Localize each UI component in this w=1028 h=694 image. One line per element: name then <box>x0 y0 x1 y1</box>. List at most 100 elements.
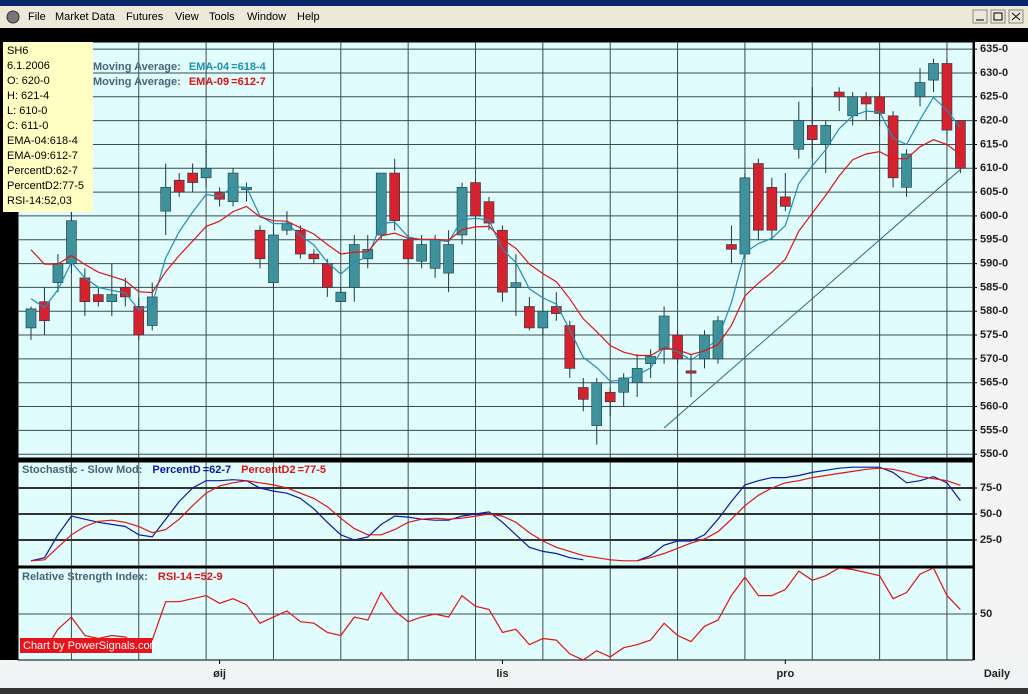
y-tick-label: 560-0 <box>980 400 1008 412</box>
y-tick-label: 50 <box>980 608 992 620</box>
candle-body <box>429 239 441 269</box>
info-line: C: 611-0 <box>7 120 48 132</box>
candle-body <box>604 391 616 403</box>
candle-body <box>187 172 198 183</box>
candle-body <box>402 239 414 260</box>
y-tick-label: 25-0 <box>980 534 1002 546</box>
menu-item[interactable]: Window <box>247 11 286 23</box>
x-tick-label: øij <box>213 668 226 680</box>
series-line <box>30 466 961 562</box>
candle-body <box>295 229 306 255</box>
y-tick-label: 75-0 <box>980 482 1002 494</box>
candle-body <box>510 282 522 288</box>
chart-frame <box>0 28 1028 42</box>
menu-item[interactable]: File <box>28 11 46 23</box>
series-line <box>30 467 961 562</box>
y-tick-label: 550-0 <box>980 448 1008 460</box>
info-line: PercentD2:77-5 <box>7 180 84 192</box>
legend-series-name: PercentD <box>152 464 200 476</box>
candle-body <box>901 153 912 188</box>
legend-series-value: =52-9 <box>194 571 222 583</box>
candle-body <box>254 229 266 260</box>
candle-body <box>25 308 37 329</box>
plot-area <box>30 466 961 562</box>
info-box: SH6 6.1.2006 O: 620-0 H: 621-4 L: 610-0 C: 61… <box>3 42 93 212</box>
candle-body <box>456 187 468 236</box>
title-bar <box>0 0 1028 6</box>
minimize-button[interactable] <box>972 9 988 24</box>
candle-body <box>726 244 737 250</box>
legend-series-name: EMA-09 <box>189 76 229 88</box>
candle-body <box>146 296 158 326</box>
candle-body <box>658 315 670 350</box>
window-button-glyphs <box>976 12 1021 21</box>
menu-item[interactable]: Tools <box>209 11 235 23</box>
candle-body <box>914 82 926 98</box>
y-tick-label: 590-0 <box>980 257 1008 269</box>
menu-item[interactable]: Help <box>297 11 320 23</box>
candle-body <box>955 120 966 169</box>
info-line: L: 610-0 <box>7 105 47 117</box>
candle-body <box>753 163 764 231</box>
candle-body <box>564 325 576 369</box>
y-tick-label: 595-0 <box>980 234 1008 246</box>
legend-series-value: =62-7 <box>203 464 231 476</box>
x-tick-label: lis <box>496 668 508 680</box>
candle-body <box>497 229 508 293</box>
menu-bar <box>0 6 1028 28</box>
y-tick-label: 555-0 <box>980 424 1008 436</box>
price-axis-bg <box>975 42 1028 660</box>
candle-body <box>874 96 885 114</box>
legend-title: Stochastic - Slow Mod: <box>22 464 142 476</box>
candle-body <box>685 370 697 374</box>
candle-body <box>806 125 818 140</box>
series-line <box>30 568 961 660</box>
restore-button[interactable] <box>990 9 1006 24</box>
watermark-bg <box>20 638 152 653</box>
candle-body <box>672 334 683 360</box>
y-tick-label: 625-0 <box>980 91 1008 103</box>
candle-body <box>699 334 710 360</box>
candle-body <box>941 63 953 131</box>
candle-body <box>739 177 751 255</box>
candle-body <box>200 167 212 179</box>
candle-body <box>93 294 104 303</box>
candle-body <box>362 248 374 260</box>
x-tick-label: pro <box>776 668 794 680</box>
y-tick-label: 575-0 <box>980 329 1008 341</box>
candle-body <box>537 310 549 329</box>
menu-item[interactable]: Market Data <box>55 11 116 23</box>
legend: Moving Average: EMA-04 =618-4 <box>93 61 267 73</box>
info-line: H: 621-4 <box>7 90 49 102</box>
y-tick-label: 605-0 <box>980 186 1008 198</box>
candle-body <box>375 172 387 236</box>
legend-series-name: EMA-04 <box>189 61 230 73</box>
candle-body <box>551 306 562 314</box>
menu-item[interactable]: View <box>175 11 199 23</box>
legend-series-value: =77-5 <box>298 464 326 476</box>
legend-series-value: =618-4 <box>231 61 266 73</box>
legend-series-name: RSI-14 <box>158 571 193 583</box>
candle-body <box>443 244 454 274</box>
candle-body <box>793 120 805 150</box>
y-tick-label: 570-0 <box>980 353 1008 365</box>
candle-body <box>618 377 629 393</box>
legend-series-name: PercentD2 <box>241 464 295 476</box>
legend-title: Moving Average: <box>93 76 181 88</box>
candle-body <box>322 263 333 288</box>
y-tick-label: 610-0 <box>980 162 1008 174</box>
app-icon[interactable] <box>6 10 20 24</box>
candle-body <box>308 253 320 260</box>
info-box-bg <box>3 42 93 212</box>
menu-item[interactable]: Futures <box>126 11 164 23</box>
candle-body <box>766 187 778 231</box>
plot-area <box>25 58 966 445</box>
period-label: Daily <box>984 668 1011 680</box>
info-line: RSI-14:52,03 <box>7 195 72 207</box>
menu-bar-bg <box>0 6 1028 28</box>
y-tick-label: 580-0 <box>980 305 1008 317</box>
legend: Stochastic - Slow Mod: PercentD =62-7 Perce… <box>22 464 326 476</box>
candle-body <box>483 201 495 224</box>
series-line <box>30 96 961 382</box>
